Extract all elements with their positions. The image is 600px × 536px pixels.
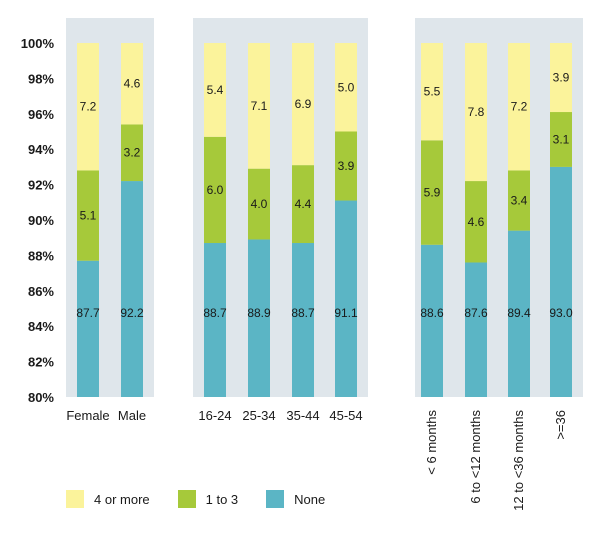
bar-segment-none: [550, 166, 572, 397]
y-axis: 80% 82% 84% 86% 88% 90% 92% 94% 96% 98% 100%: [21, 36, 55, 405]
x-category-label: 12 to <36 months: [511, 410, 526, 511]
bar-segment-none: [421, 244, 443, 397]
y-tick-label: 98%: [28, 71, 54, 86]
legend-item-none: None: [266, 490, 325, 508]
legend-item-4-or-more: 4 or more: [66, 490, 150, 508]
data-label: 5.5: [424, 85, 441, 99]
x-category-label: Female: [66, 408, 109, 423]
bar-segment-4-or-more: [508, 43, 530, 171]
y-tick-label: 90%: [28, 213, 54, 228]
data-label: 93.0: [549, 306, 573, 320]
data-label: 4.0: [251, 197, 268, 211]
bar-segment-1-to-3: [508, 170, 530, 231]
bar-segment-4-or-more: [465, 43, 487, 182]
data-label: 92.2: [120, 306, 144, 320]
bar-segment-4-or-more: [77, 43, 99, 171]
bar-segment-4-or-more: [550, 43, 572, 113]
bar-segment-1-to-3: [550, 112, 572, 167]
legend-label-none: None: [294, 491, 326, 507]
y-tick-label: 88%: [28, 248, 54, 263]
data-label: 87.7: [76, 306, 100, 320]
data-label: 4.6: [124, 77, 141, 91]
bar-segment-none: [204, 243, 226, 397]
legend: 4 or more 1 to 3 None: [66, 490, 325, 508]
data-label: 4.6: [468, 215, 485, 229]
data-label: 3.4: [511, 194, 528, 208]
data-label: 88.6: [420, 306, 444, 320]
x-category-label: Male: [118, 408, 146, 423]
bar-segment-4-or-more: [421, 43, 443, 141]
legend-swatch-1-to-3: [177, 490, 196, 508]
data-label: 88.9: [247, 306, 271, 320]
bar-segment-4-or-more: [204, 43, 226, 137]
data-label: 5.4: [207, 83, 224, 97]
y-tick-label: 84%: [28, 319, 54, 334]
bar-segment-none: [465, 262, 487, 397]
x-category-label: < 6 months: [424, 410, 439, 475]
data-label: 3.1: [553, 132, 570, 146]
legend-label-4-or-more: 4 or more: [94, 491, 150, 507]
bar-segment-none: [77, 260, 99, 397]
y-tick-label: 100%: [21, 36, 55, 51]
x-category-label: 6 to <12 months: [468, 410, 483, 504]
data-label: 91.1: [334, 306, 358, 320]
x-category-label: 45-54: [329, 408, 362, 423]
bar-segment-4-or-more: [335, 43, 357, 132]
data-label: 3.9: [553, 71, 570, 85]
y-tick-label: 86%: [28, 284, 54, 299]
data-label: 88.7: [291, 306, 315, 320]
y-tick-label: 82%: [28, 355, 54, 370]
bar-segment-1-to-3: [292, 165, 314, 244]
data-label: 7.2: [511, 100, 528, 114]
bar-segment-none: [335, 200, 357, 397]
bar-segment-1-to-3: [421, 140, 443, 245]
bar-segment-4-or-more: [248, 43, 270, 169]
x-category-label: 25-34: [242, 408, 275, 423]
data-label: 88.7: [203, 306, 227, 320]
legend-swatch-none: [266, 490, 285, 508]
legend-swatch-4-or-more: [66, 490, 84, 508]
data-label: 3.9: [338, 159, 355, 173]
y-tick-label: 96%: [28, 107, 54, 122]
data-label: 87.6: [464, 306, 488, 320]
y-tick-label: 80%: [28, 390, 54, 405]
data-label: 7.2: [80, 100, 97, 114]
bar-segment-none: [508, 230, 530, 397]
bar-segment-1-to-3: [77, 170, 99, 261]
bar-marks: 87.7 5.1 7.2 92.2 3.2 4.6 88.7 6.0 5.4 88.9 4.0 7.1…: [76, 43, 573, 397]
x-category-label: 16-24: [198, 408, 231, 423]
legend-label-1-to-3: 1 to 3: [205, 491, 239, 507]
bar-segment-none: [248, 239, 270, 397]
data-label: 4.4: [295, 197, 312, 211]
y-tick-label: 92%: [28, 178, 54, 193]
bar-segment-1-to-3: [121, 124, 143, 182]
bar-segment-1-to-3: [465, 181, 487, 263]
legend-item-1-to-3: 1 to 3: [177, 490, 239, 508]
bar-segment-4-or-more: [121, 43, 143, 125]
bar-segment-1-to-3: [335, 131, 357, 201]
bar-segment-none: [121, 181, 143, 397]
data-label: 89.4: [507, 306, 531, 320]
x-category-label: 35-44: [286, 408, 319, 423]
data-label: 5.1: [80, 209, 97, 223]
data-label: 6.0: [207, 183, 224, 197]
bar-segment-4-or-more: [292, 43, 314, 166]
data-label: 5.0: [338, 80, 355, 94]
bar-segment-none: [292, 243, 314, 397]
x-category-label: >=36: [553, 410, 568, 440]
y-tick-label: 94%: [28, 142, 54, 157]
data-label: 7.1: [251, 99, 268, 113]
bar-segment-1-to-3: [248, 168, 270, 240]
bar-segment-1-to-3: [204, 136, 226, 244]
group-panels: [66, 18, 583, 397]
data-label: 3.2: [124, 146, 141, 160]
data-label: 5.9: [424, 186, 441, 200]
x-axis: Female Male 16-24 25-34 35-44 45-54 < 6 months…: [66, 408, 568, 511]
data-label: 7.8: [468, 105, 485, 119]
data-label: 6.9: [295, 97, 312, 111]
